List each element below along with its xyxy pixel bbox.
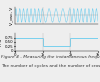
Text: The number of cycles and the number of crossings is indicated by t: The number of cycles and the number of c…: [1, 64, 100, 68]
Y-axis label: V_osc, V: V_osc, V: [10, 6, 14, 25]
Y-axis label: f, u: f, u: [0, 38, 3, 46]
Text: Figure 4 - Measuring the instantaneous frequency of an oscillator: Figure 4 - Measuring the instantaneous f…: [1, 55, 100, 59]
